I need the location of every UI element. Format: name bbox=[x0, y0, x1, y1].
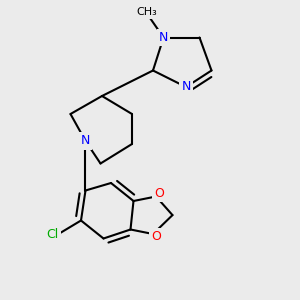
Text: N: N bbox=[181, 80, 191, 94]
Text: N: N bbox=[159, 31, 168, 44]
Text: Cl: Cl bbox=[46, 227, 58, 241]
Text: CH₃: CH₃ bbox=[136, 7, 158, 17]
Text: N: N bbox=[81, 134, 90, 148]
Text: O: O bbox=[151, 230, 161, 244]
Text: O: O bbox=[154, 187, 164, 200]
